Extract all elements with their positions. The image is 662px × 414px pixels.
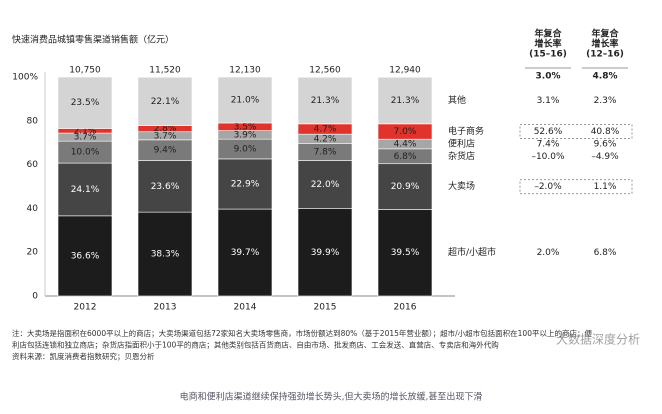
cagr-header: 年复合 bbox=[591, 28, 619, 40]
data-label: 23.5% bbox=[71, 98, 100, 108]
total-label: 12,560 bbox=[309, 66, 341, 76]
cagr-value: 1.1% bbox=[594, 182, 617, 192]
cagr-header: 年复合 bbox=[534, 28, 562, 40]
highlight-box bbox=[519, 179, 633, 195]
data-label: 39.7% bbox=[231, 248, 260, 258]
y-tick-label: 100% bbox=[12, 73, 38, 83]
cagr-header: 增长率 bbox=[534, 38, 561, 50]
y-tick-label: 0 bbox=[32, 292, 38, 302]
total-label: 11,520 bbox=[149, 66, 181, 76]
x-tick-label: 2013 bbox=[154, 303, 177, 313]
total-label: 10,750 bbox=[69, 66, 101, 76]
data-label: 39.5% bbox=[391, 248, 420, 258]
cagr-value: 2.0% bbox=[537, 248, 560, 258]
bar-segment bbox=[297, 208, 353, 297]
data-label: 10.0% bbox=[71, 148, 100, 158]
data-label: 3.5% bbox=[234, 122, 257, 132]
cagr-value: 6.8% bbox=[594, 248, 617, 258]
data-label: 21.0% bbox=[231, 95, 260, 105]
note: 利店包括连锁和独立商店；杂货店指面积小于100平的商店；其他类别包括百货商店、自… bbox=[12, 340, 499, 350]
watermark: 大数据深度分析 bbox=[556, 332, 640, 347]
bar-segment bbox=[377, 209, 433, 297]
bar-segment bbox=[137, 211, 193, 297]
data-label: 20.9% bbox=[391, 182, 420, 192]
data-label: 3.9% bbox=[234, 130, 257, 140]
data-label: 21.3% bbox=[391, 96, 420, 106]
bar-segment bbox=[57, 76, 113, 129]
cagr-total: 3.0% bbox=[536, 72, 561, 82]
series-label: 大卖场 bbox=[448, 180, 475, 192]
data-label: 23.6% bbox=[151, 182, 180, 192]
x-tick-label: 2016 bbox=[394, 303, 417, 313]
data-label: 22.9% bbox=[231, 179, 260, 189]
bar-segment bbox=[377, 76, 433, 125]
bar-segment bbox=[217, 76, 273, 124]
series-label: 电子商务 bbox=[448, 125, 484, 137]
y-tick-label: 20 bbox=[27, 248, 39, 258]
cagr-value: 3.1% bbox=[537, 96, 560, 106]
bar-segment bbox=[57, 215, 113, 297]
data-label: 4.7% bbox=[314, 125, 337, 135]
data-label: 3.7% bbox=[74, 133, 97, 143]
bar-segment bbox=[377, 163, 433, 210]
data-label: 6.8% bbox=[394, 152, 417, 162]
data-label: 22.0% bbox=[311, 180, 340, 190]
data-label: 7.0% bbox=[394, 127, 417, 137]
cagr-total: 4.8% bbox=[593, 72, 618, 82]
x-tick-label: 2015 bbox=[314, 303, 337, 313]
data-label: 21.3% bbox=[311, 96, 340, 106]
cagr-value: 40.8% bbox=[591, 127, 620, 137]
data-label: 4.2% bbox=[314, 134, 337, 144]
cagr-header: (15–16) bbox=[529, 50, 567, 60]
series-label: 便利店 bbox=[448, 138, 475, 150]
data-label: 2.8% bbox=[154, 124, 177, 134]
cagr-value: 9.6% bbox=[594, 140, 617, 150]
data-label: 7.8% bbox=[314, 147, 337, 157]
cagr-value: 2.3% bbox=[594, 96, 617, 106]
caption: 电商和便利店渠道继续保持强劲增长势头,但大卖场的增长放缓,甚至出现下滑 bbox=[180, 391, 483, 403]
cagr-value: –4.9% bbox=[591, 152, 619, 162]
bar-segment bbox=[217, 208, 273, 297]
note: 注：大卖场是指面积在6000平以上的商店；大卖场渠道包括72家知名大卖场零售商，… bbox=[12, 328, 592, 338]
total-label: 12,130 bbox=[229, 66, 261, 76]
highlight-box bbox=[519, 124, 633, 140]
note: 资料来源：凯度消费者指数研究；贝恩分析 bbox=[12, 351, 155, 361]
y-tick-label: 60 bbox=[27, 160, 39, 170]
data-label: 38.3% bbox=[151, 250, 180, 260]
bar-segment bbox=[297, 76, 353, 125]
y-tick-label: 80 bbox=[27, 116, 39, 126]
bar-segment bbox=[297, 160, 353, 209]
cagr-value: 52.6% bbox=[534, 127, 563, 137]
cagr-value: 7.4% bbox=[537, 140, 560, 150]
data-label: 24.1% bbox=[71, 185, 100, 195]
cagr-header: (12–16) bbox=[586, 50, 624, 60]
series-label: 其他 bbox=[448, 94, 466, 106]
data-label: 22.1% bbox=[151, 97, 180, 107]
series-label: 杂货店 bbox=[448, 150, 475, 162]
data-label: 36.6% bbox=[71, 251, 100, 261]
cagr-value: –10.0% bbox=[531, 152, 565, 162]
bar-segment bbox=[217, 158, 273, 210]
total-label: 12,940 bbox=[389, 66, 421, 76]
data-label: 9.4% bbox=[154, 146, 177, 156]
data-label: 4.4% bbox=[394, 140, 417, 150]
data-label: 39.9% bbox=[311, 248, 340, 258]
x-tick-label: 2012 bbox=[74, 303, 97, 313]
y-tick-label: 40 bbox=[27, 204, 39, 214]
x-tick-label: 2014 bbox=[234, 303, 257, 313]
cagr-value: –2.0% bbox=[534, 182, 562, 192]
data-label: 2.1% bbox=[74, 126, 97, 136]
data-label: 9.0% bbox=[234, 145, 257, 155]
series-label: 超市/小超市 bbox=[448, 246, 496, 258]
bar-segment bbox=[137, 160, 193, 213]
cagr-header: 增长率 bbox=[591, 38, 618, 50]
chart-title: 快速消费品城镇零售渠道销售额（亿元） bbox=[12, 34, 174, 46]
bar-segment bbox=[137, 76, 193, 126]
data-label: 3.7% bbox=[154, 131, 177, 141]
